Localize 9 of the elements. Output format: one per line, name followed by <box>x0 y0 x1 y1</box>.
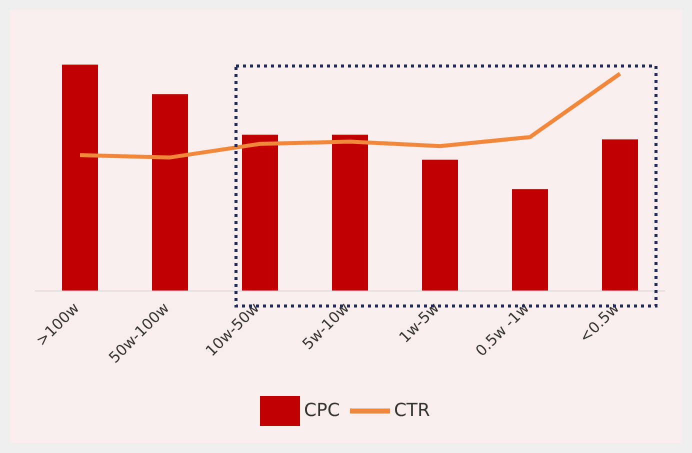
legend-label: CTR <box>394 400 430 421</box>
bar <box>602 139 638 291</box>
bar <box>62 64 98 291</box>
legend-label: CPC <box>304 400 340 421</box>
bar <box>332 134 368 291</box>
bar <box>512 189 548 291</box>
bar <box>242 134 278 291</box>
bar <box>152 94 188 291</box>
bar <box>422 160 458 291</box>
